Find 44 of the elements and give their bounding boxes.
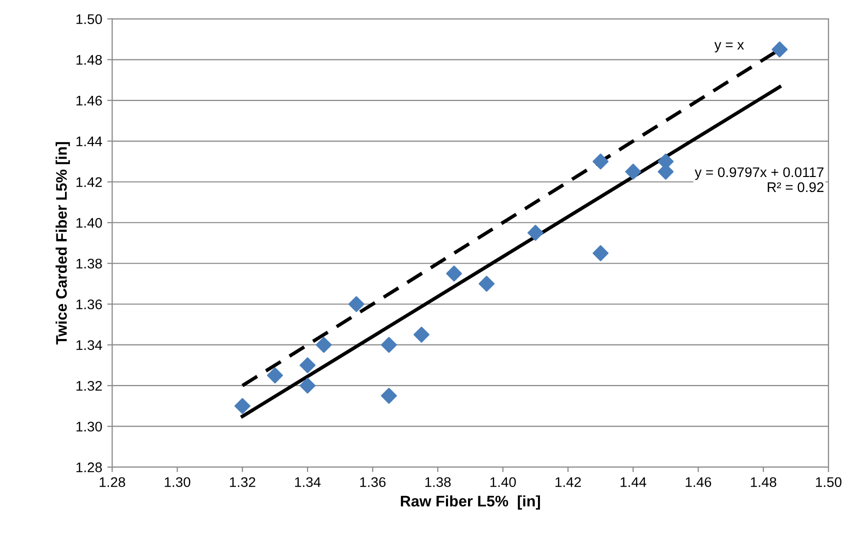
y-axis-title: Twice Carded Fiber L5% [in]	[56, 142, 70, 345]
point	[414, 326, 430, 343]
y-tick-label: 1.42	[76, 177, 102, 187]
y-tick-label: 1.28	[76, 462, 102, 472]
point	[267, 367, 283, 384]
x-tick-label: 1.50	[816, 477, 842, 488]
x-tick-label: 1.32	[230, 477, 256, 488]
x-tick-label: 1.34	[295, 477, 321, 488]
y-tick-label: 1.36	[76, 299, 102, 310]
annotation: y = x	[714, 42, 744, 52]
point	[446, 266, 462, 282]
point	[527, 224, 544, 241]
point	[772, 41, 788, 58]
y-tick-label: 1.34	[76, 340, 102, 350]
x-tick-label: 1.42	[556, 477, 581, 487]
point	[300, 357, 316, 374]
y-tick-label: 1.32	[76, 380, 102, 391]
point	[592, 245, 609, 262]
y-tick-label: 1.44	[76, 136, 102, 146]
point	[316, 336, 332, 353]
point	[234, 398, 250, 414]
x-tick-label: 1.36	[360, 477, 386, 488]
x-tick-label: 1.38	[425, 477, 451, 488]
y-tick-label: 1.30	[76, 422, 102, 432]
x-tick-label: 1.28	[100, 477, 126, 488]
point	[348, 296, 364, 312]
y-tick-label: 1.38	[76, 258, 102, 269]
y-tick-label: 1.48	[76, 54, 102, 65]
y-tick-label: 1.40	[76, 218, 102, 228]
x-axis-title: Raw Fiber L5% [in]	[400, 495, 540, 510]
point	[625, 164, 642, 180]
point	[478, 276, 495, 292]
x-tick-label: 1.46	[686, 477, 712, 488]
x-tick-label: 1.40	[490, 477, 516, 488]
y-tick-label: 1.50	[76, 14, 102, 24]
x-tick-label: 1.30	[164, 477, 190, 488]
x-tick-label: 1.48	[750, 477, 776, 488]
x-tick-label: 1.44	[620, 477, 646, 487]
point	[380, 336, 397, 353]
point	[592, 154, 609, 170]
point	[300, 378, 316, 394]
annotation: y = 0.9797x + 0.0117 R² = 0.92	[694, 167, 824, 192]
y-tick-label: 1.46	[76, 96, 102, 106]
point	[380, 388, 397, 404]
